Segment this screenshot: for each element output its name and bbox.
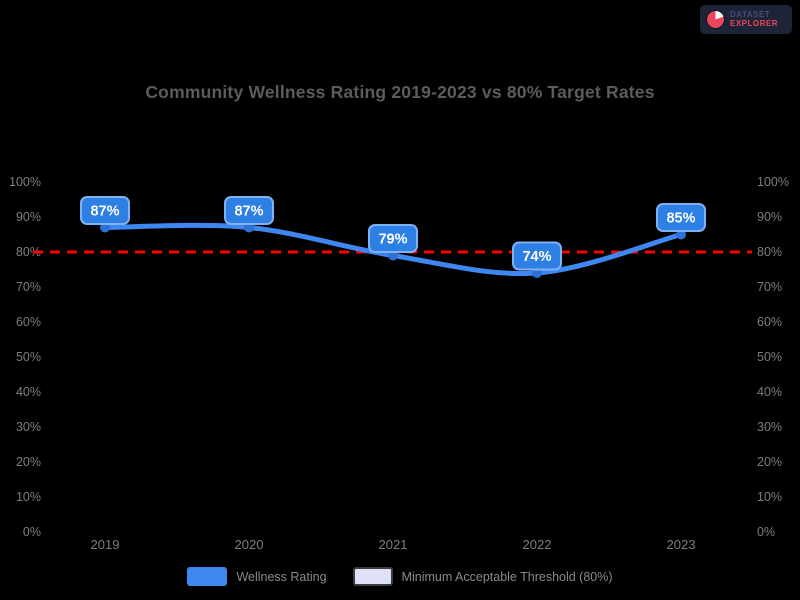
data-label: 87% <box>234 204 263 220</box>
brand-logo-icon <box>706 10 725 29</box>
y-axis-label-right: 60% <box>757 315 782 329</box>
data-label: 79% <box>378 232 407 248</box>
brand-logo-text: DATASET EXPLORER <box>730 10 779 28</box>
brand-logo: DATASET EXPLORER <box>700 5 792 34</box>
y-axis-label-right: 10% <box>757 490 782 504</box>
data-label-box <box>224 196 274 225</box>
y-axis-label-right: 0% <box>757 525 775 539</box>
legend-item-threshold[interactable]: Minimum Acceptable Threshold (80%) <box>352 567 613 586</box>
legend-label-threshold: Minimum Acceptable Threshold (80%) <box>401 569 613 584</box>
y-axis-label-left: 50% <box>16 350 41 364</box>
y-axis-label-left: 60% <box>16 315 41 329</box>
data-label-box <box>80 196 130 225</box>
y-axis-label-right: 50% <box>757 350 782 364</box>
y-axis-label-right: 40% <box>757 385 782 399</box>
y-axis-label-left: 70% <box>16 280 41 294</box>
y-axis-label-right: 80% <box>757 245 782 259</box>
x-axis-label: 2021 <box>379 537 408 552</box>
data-label: 87% <box>90 204 119 220</box>
legend-swatch-rating <box>187 567 228 586</box>
y-axis-label-left: 30% <box>16 420 41 434</box>
legend-swatch-threshold <box>352 567 393 586</box>
y-axis-label-left: 10% <box>16 490 41 504</box>
legend-item-rating[interactable]: Wellness Rating <box>187 567 327 586</box>
data-label: 74% <box>522 249 551 265</box>
x-axis-label: 2019 <box>91 537 120 552</box>
y-axis-label-left: 90% <box>16 210 41 224</box>
y-axis-label-right: 20% <box>757 455 782 469</box>
chart-title: Community Wellness Rating 2019-2023 vs 8… <box>145 82 655 102</box>
y-axis-label-right: 70% <box>757 280 782 294</box>
y-axis-label-left: 100% <box>9 175 41 189</box>
y-axis-label-left: 20% <box>16 455 41 469</box>
y-axis-label-right: 90% <box>757 210 782 224</box>
data-label: 85% <box>666 211 695 227</box>
y-axis-label-left: 80% <box>16 245 41 259</box>
y-axis-label-right: 30% <box>757 420 782 434</box>
data-label-box <box>656 203 706 232</box>
y-axis-label-left: 40% <box>16 385 41 399</box>
y-axis-label-left: 0% <box>23 525 41 539</box>
x-axis-label: 2022 <box>523 537 552 552</box>
brand-logo-line1: DATASET <box>730 10 771 20</box>
data-label-box <box>512 241 562 271</box>
y-axis-label-right: 100% <box>757 175 789 189</box>
x-axis-label: 2020 <box>235 537 264 552</box>
legend-label-rating: Wellness Rating <box>236 569 327 584</box>
x-axis-label: 2023 <box>667 537 696 552</box>
legend: Wellness Rating Minimum Acceptable Thres… <box>0 567 800 586</box>
brand-logo-line2: EXPLORER <box>730 18 779 28</box>
data-label-box <box>368 224 418 253</box>
